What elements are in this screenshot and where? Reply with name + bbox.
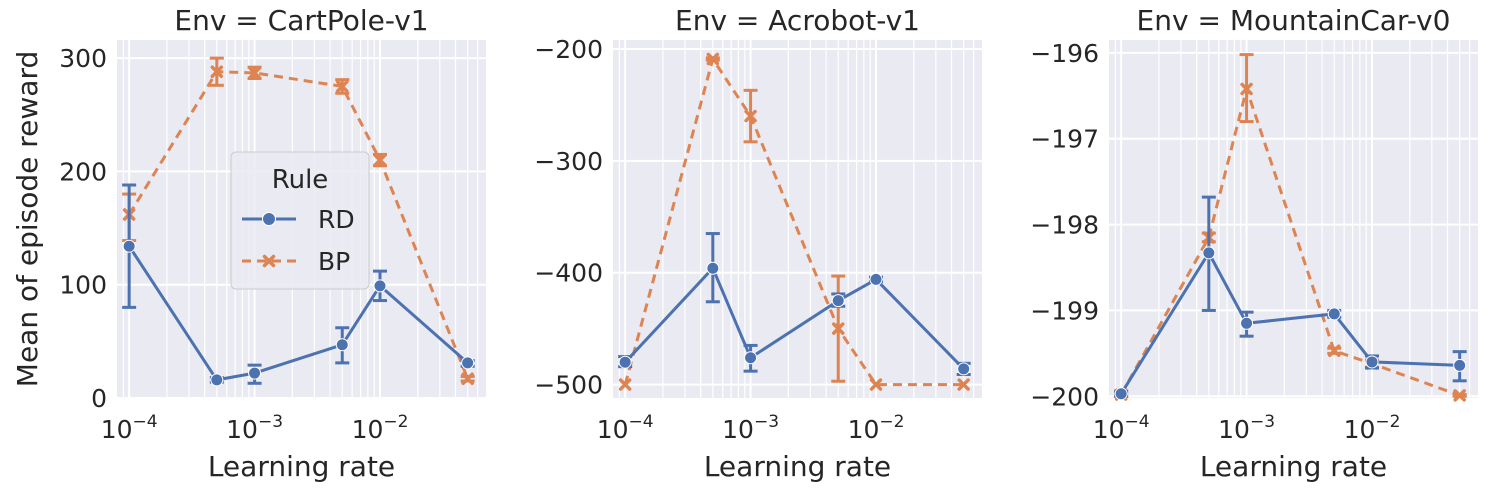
legend: Rule RD BP [230, 151, 370, 290]
data-point [1453, 389, 1466, 402]
data-point [461, 356, 475, 370]
plot-area [1109, 40, 1478, 398]
y-tick-label: 0 [91, 384, 107, 413]
y-tick-label: 300 [59, 44, 107, 73]
series-line [624, 266, 965, 370]
data-point [831, 294, 845, 308]
panel-title: Env = Acrobot-v1 [675, 4, 920, 37]
x-tick-label: 10−3 [1218, 412, 1275, 444]
data-point [869, 378, 883, 391]
series-rd [122, 183, 475, 387]
legend-entry-rd: RD [242, 205, 355, 234]
series-line [127, 245, 469, 382]
data-point [335, 338, 349, 352]
legend-marker [262, 254, 276, 268]
y-tick-label: −200 [1030, 382, 1099, 411]
data-point [706, 261, 720, 275]
y-tick-label: −198 [1030, 211, 1099, 240]
y-tick-label: −197 [1030, 125, 1099, 154]
data-point [373, 153, 387, 167]
y-tick-label: −199 [1030, 296, 1099, 325]
data-point [1365, 355, 1379, 369]
data-point [618, 355, 632, 369]
series-line [1119, 87, 1461, 397]
data-point [1453, 358, 1467, 372]
data-point [957, 362, 971, 376]
series-bp [618, 52, 970, 391]
data-point [706, 52, 720, 66]
plot-area [613, 40, 982, 398]
data-point [1114, 387, 1128, 401]
data-point [744, 109, 757, 123]
panel-title: Env = MountainCar-v0 [1137, 4, 1451, 37]
data-point [1328, 344, 1341, 358]
legend-title: Rule [272, 165, 329, 195]
x-tick-label: 10−4 [101, 412, 158, 444]
x-tick-label: 10−2 [1344, 412, 1401, 444]
data-point [210, 373, 224, 387]
data-point [248, 366, 262, 380]
data-point [1202, 246, 1216, 260]
data-point [618, 378, 632, 391]
y-tick-label: −200 [534, 35, 603, 64]
data-point [744, 351, 758, 365]
data-point [248, 66, 261, 80]
data-point [831, 322, 845, 335]
x-axis-label: Learning rate [208, 450, 395, 483]
panel-3: 10−4 10−3 10−2 −200 −199 −198 −197 −196 Env = Mo… [1030, 4, 1478, 483]
legend-entry-bp: BP [242, 247, 350, 276]
x-tick-label: 10−4 [1093, 412, 1150, 444]
data-point [957, 378, 970, 391]
y-tick-label: 100 [59, 271, 107, 300]
x-tick-label: 10−4 [597, 412, 654, 444]
y-axis-label: Mean of episode reward [11, 51, 44, 387]
legend-label: RD [318, 205, 355, 234]
series-line [127, 70, 470, 380]
panel-2: 10−4 10−3 10−2 −500 −400 −300 −200 Env = Acrobo… [534, 4, 982, 483]
series-rd [1114, 195, 1467, 401]
y-tick-label: 200 [59, 157, 107, 186]
data-point [1327, 307, 1341, 321]
x-tick-label: 10−2 [848, 412, 905, 444]
data-point [210, 65, 224, 78]
data-point [1240, 316, 1254, 330]
panel-title: Env = CartPole-v1 [174, 4, 428, 37]
series-rd [618, 232, 971, 377]
y-tick-label: −500 [534, 371, 603, 400]
legend-marker [262, 212, 276, 226]
data-point [335, 80, 349, 93]
x-axis-label: Learning rate [704, 450, 891, 483]
series-line [1119, 251, 1460, 395]
data-point [373, 279, 387, 293]
data-point [122, 239, 136, 253]
x-axis-label: Learning rate [1200, 450, 1387, 483]
legend-box [230, 151, 370, 290]
x-tick-label: 10−2 [352, 412, 409, 444]
data-point [869, 272, 883, 286]
data-point [1240, 82, 1253, 96]
x-tick-label: 10−3 [722, 412, 779, 444]
y-tick-label: −300 [534, 147, 603, 176]
data-point [461, 372, 474, 385]
legend-label: BP [318, 247, 350, 276]
y-tick-label: −196 [1030, 39, 1099, 68]
y-tick-label: −400 [534, 259, 603, 288]
x-tick-label: 10−3 [226, 412, 283, 444]
